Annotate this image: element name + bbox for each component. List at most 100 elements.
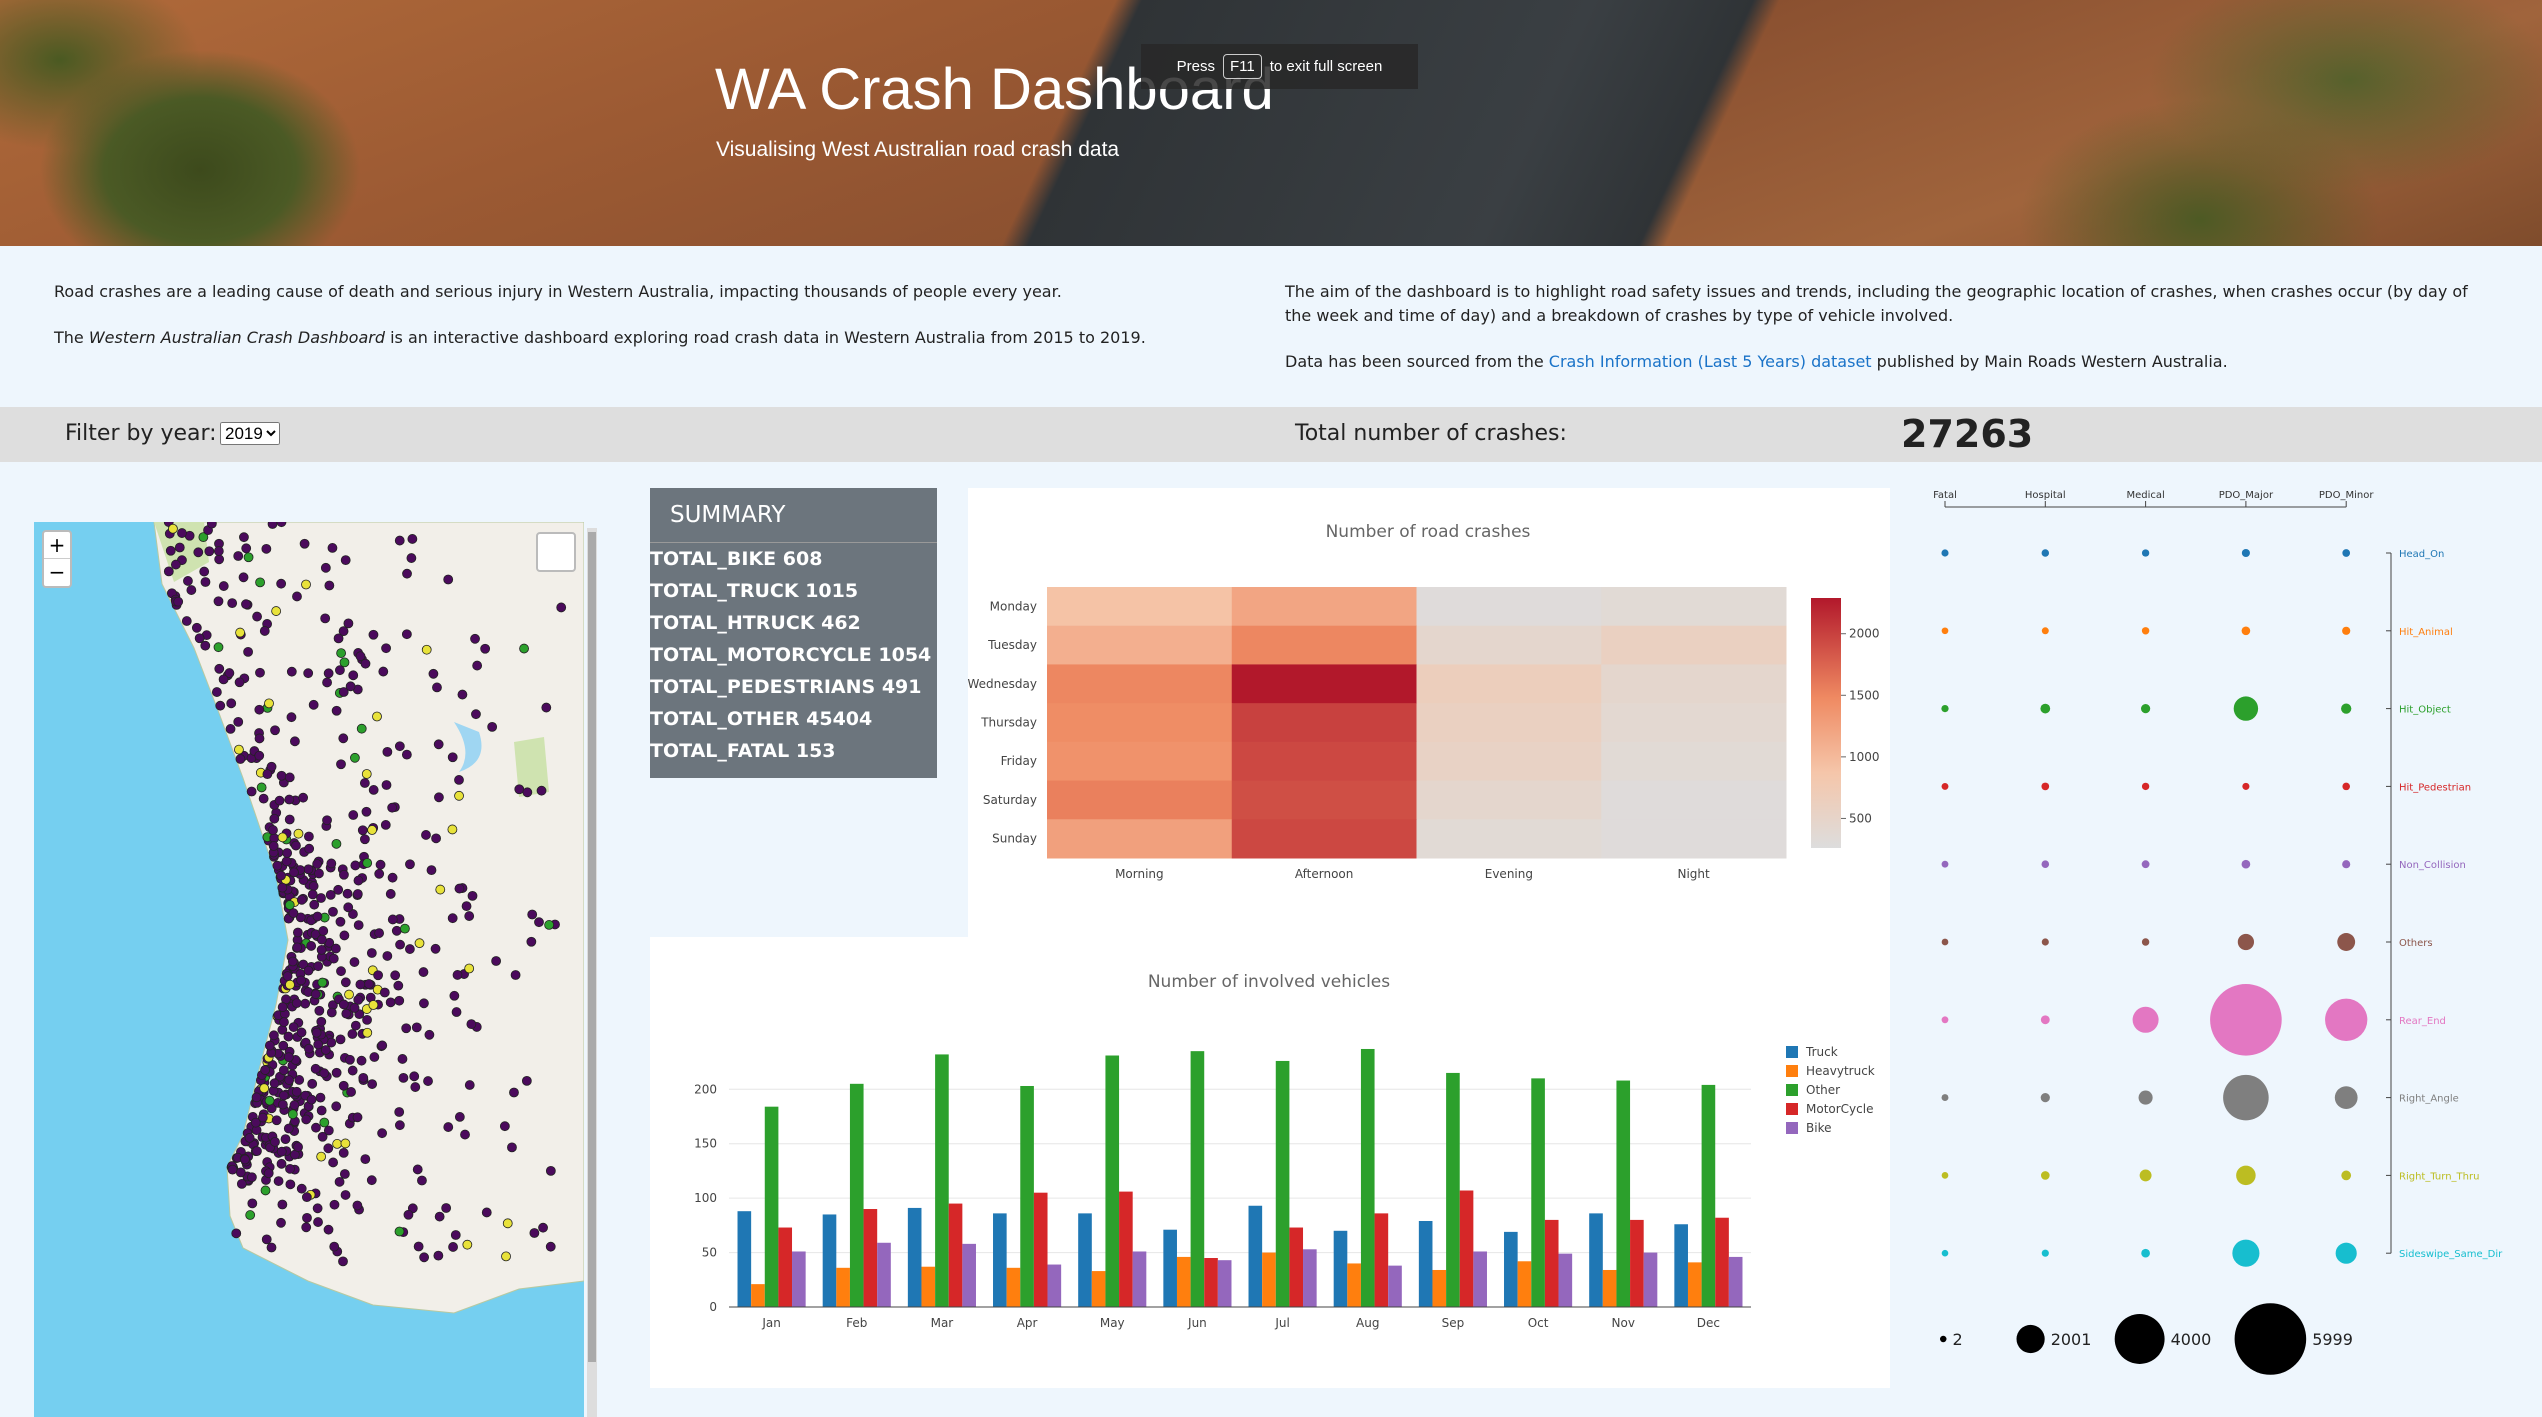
crash-location [404,944,415,954]
crash-location [266,1242,277,1253]
bar [1589,1213,1603,1307]
crash-location [326,858,337,869]
crash-location [293,1142,303,1152]
crash-location [441,1203,452,1213]
crash-location [310,1063,321,1074]
bubble [1941,1094,1949,1102]
crash-location [174,542,185,553]
crash-location [368,629,379,640]
crash-location [278,1065,289,1076]
bar [1033,1192,1048,1307]
bubble [2337,933,2356,951]
zoom-out[interactable]: − [44,558,70,585]
crash-location [307,889,318,900]
crash-location [304,843,315,854]
zoom-in[interactable]: + [48,533,66,557]
crash-location [521,1075,532,1086]
bubble [2040,1093,2050,1103]
layers-button[interactable] [536,532,576,572]
crash-location [312,859,323,869]
intro-right: The aim of the dashboard is to highlight… [1285,280,2485,396]
crash-location [181,616,192,626]
crash-location [462,1239,473,1250]
heat-cell [1047,703,1233,743]
crash-location [481,1207,492,1218]
crash-location [501,1251,511,1262]
summary-item: TOTAL_BIKE 608 [650,548,823,570]
crash-location [283,1052,294,1063]
crash-location [326,1007,337,1018]
crash-location [282,971,293,982]
crash-location [398,1072,409,1083]
crash-location [529,1228,540,1238]
x-tick-label: Jan [761,1316,781,1330]
crash-location [282,848,293,858]
crash-location [246,786,257,797]
crash-location [366,1175,377,1186]
crash-location [226,698,237,709]
y-tick-label: Non_Collision [2399,860,2466,871]
crash-location [348,670,359,681]
bubble [2041,1249,2049,1257]
lake [454,722,482,772]
crash-location [274,795,285,806]
crash-location [243,552,254,563]
crash-location [348,909,358,919]
crash-location [213,596,224,607]
year-select[interactable]: 2019 [220,422,280,445]
bubble [2241,548,2250,558]
crash-location [261,1234,272,1245]
crash-location [327,543,338,553]
bar [1163,1229,1177,1307]
crash-location [426,865,437,876]
crash-location [199,566,210,577]
crash-location [170,559,181,570]
zoom-control: + − [42,530,72,588]
crash-location [541,702,552,713]
heat-cell [1416,819,1602,859]
crash-location [262,769,273,780]
x-tick-label: Morning [1115,867,1164,881]
heat-cell [1231,703,1417,743]
summary-item: TOTAL_TRUCK 1015 [650,580,859,602]
crash-location [165,545,176,556]
text: is an interactive dashboard exploring ro… [390,328,1146,347]
legend-swatch [1786,1084,1798,1096]
crash-location [382,951,393,961]
filter-label: Filter by year: [65,421,217,446]
heat-cell [1047,587,1233,627]
chart-title: Number of road crashes [1326,522,1531,542]
crash-location [346,1087,356,1097]
crash-location [204,546,215,557]
crash-location [401,629,412,640]
crash-location [316,944,327,955]
paragraph: Data has been sourced from the Crash Inf… [1285,350,2485,374]
crash-location [303,831,314,842]
crash-location [268,841,279,851]
bar [1047,1264,1062,1307]
bubble [2139,1169,2152,1182]
legend-label: Heavytruck [1806,1064,1875,1078]
bubble [1941,938,1949,946]
x-tick-label: Feb [846,1316,867,1330]
crash-location [510,970,521,980]
y-tick-label: Hit_Object [2399,705,2451,716]
heat-cell [1601,780,1787,820]
bar [948,1203,963,1307]
crash-location [284,1075,295,1085]
y-tick-label: 50 [702,1246,717,1260]
crash-location [449,990,460,1001]
crash-location [347,1029,358,1039]
x-tick-label: Afternoon [1295,867,1354,881]
crash-location [306,1094,317,1105]
dataset-link[interactable]: Crash Information (Last 5 Years) dataset [1548,352,1872,371]
crash-location [333,884,344,895]
bubble [2223,1074,2269,1121]
crash-location [349,957,360,967]
bar [1715,1217,1729,1307]
colorbar-label: 1000 [1849,750,1880,764]
crash-location [260,1065,271,1075]
scroll-thumb[interactable] [588,532,596,1362]
crash-location [319,1068,330,1079]
bar [921,1266,936,1307]
